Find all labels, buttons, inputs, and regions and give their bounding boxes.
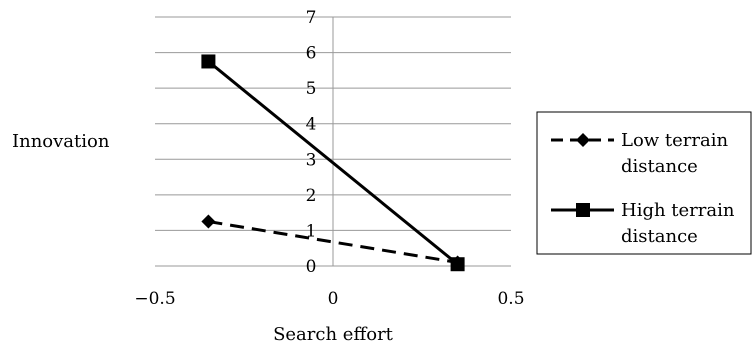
x-axis-title: Search effort: [273, 324, 394, 345]
legend-label-1: distance: [621, 226, 698, 247]
legend-box: [536, 111, 752, 255]
y-tick-label: 7: [306, 8, 317, 28]
legend-label-0: Low terrain: [621, 130, 729, 151]
y-tick-label: 1: [306, 221, 317, 241]
legend-label-0: distance: [621, 156, 698, 177]
series-point-1: [201, 54, 216, 69]
y-tick-label: 4: [306, 115, 317, 135]
series-line-1: [207, 60, 459, 266]
series-line-0: [208, 220, 458, 264]
legend-marker-1: [576, 203, 590, 217]
tick-labels: 0 1 2 3 4 5 6 7 −0.5 0 0.5: [134, 8, 524, 309]
legend-label-1: High terrain: [621, 200, 735, 221]
series-point-0: [201, 214, 216, 229]
y-tick-label: 6: [306, 44, 317, 64]
x-tick-label: −0.5: [134, 289, 175, 309]
x-tick-label: 0.5: [497, 289, 524, 309]
y-tick-label: 3: [306, 150, 317, 170]
y-tick-label: 2: [306, 186, 317, 206]
y-axis-title: Innovation: [12, 131, 110, 152]
series-layer: [201, 54, 465, 272]
series-point-1: [450, 257, 465, 272]
legend-marker-0: [576, 133, 590, 147]
y-tick-label: 0: [306, 257, 317, 277]
legend: Low terrain distance High terrain distance: [536, 111, 752, 255]
axes: [155, 17, 511, 267]
y-tick-label: 5: [306, 79, 317, 99]
x-tick-label: 0: [328, 289, 339, 309]
